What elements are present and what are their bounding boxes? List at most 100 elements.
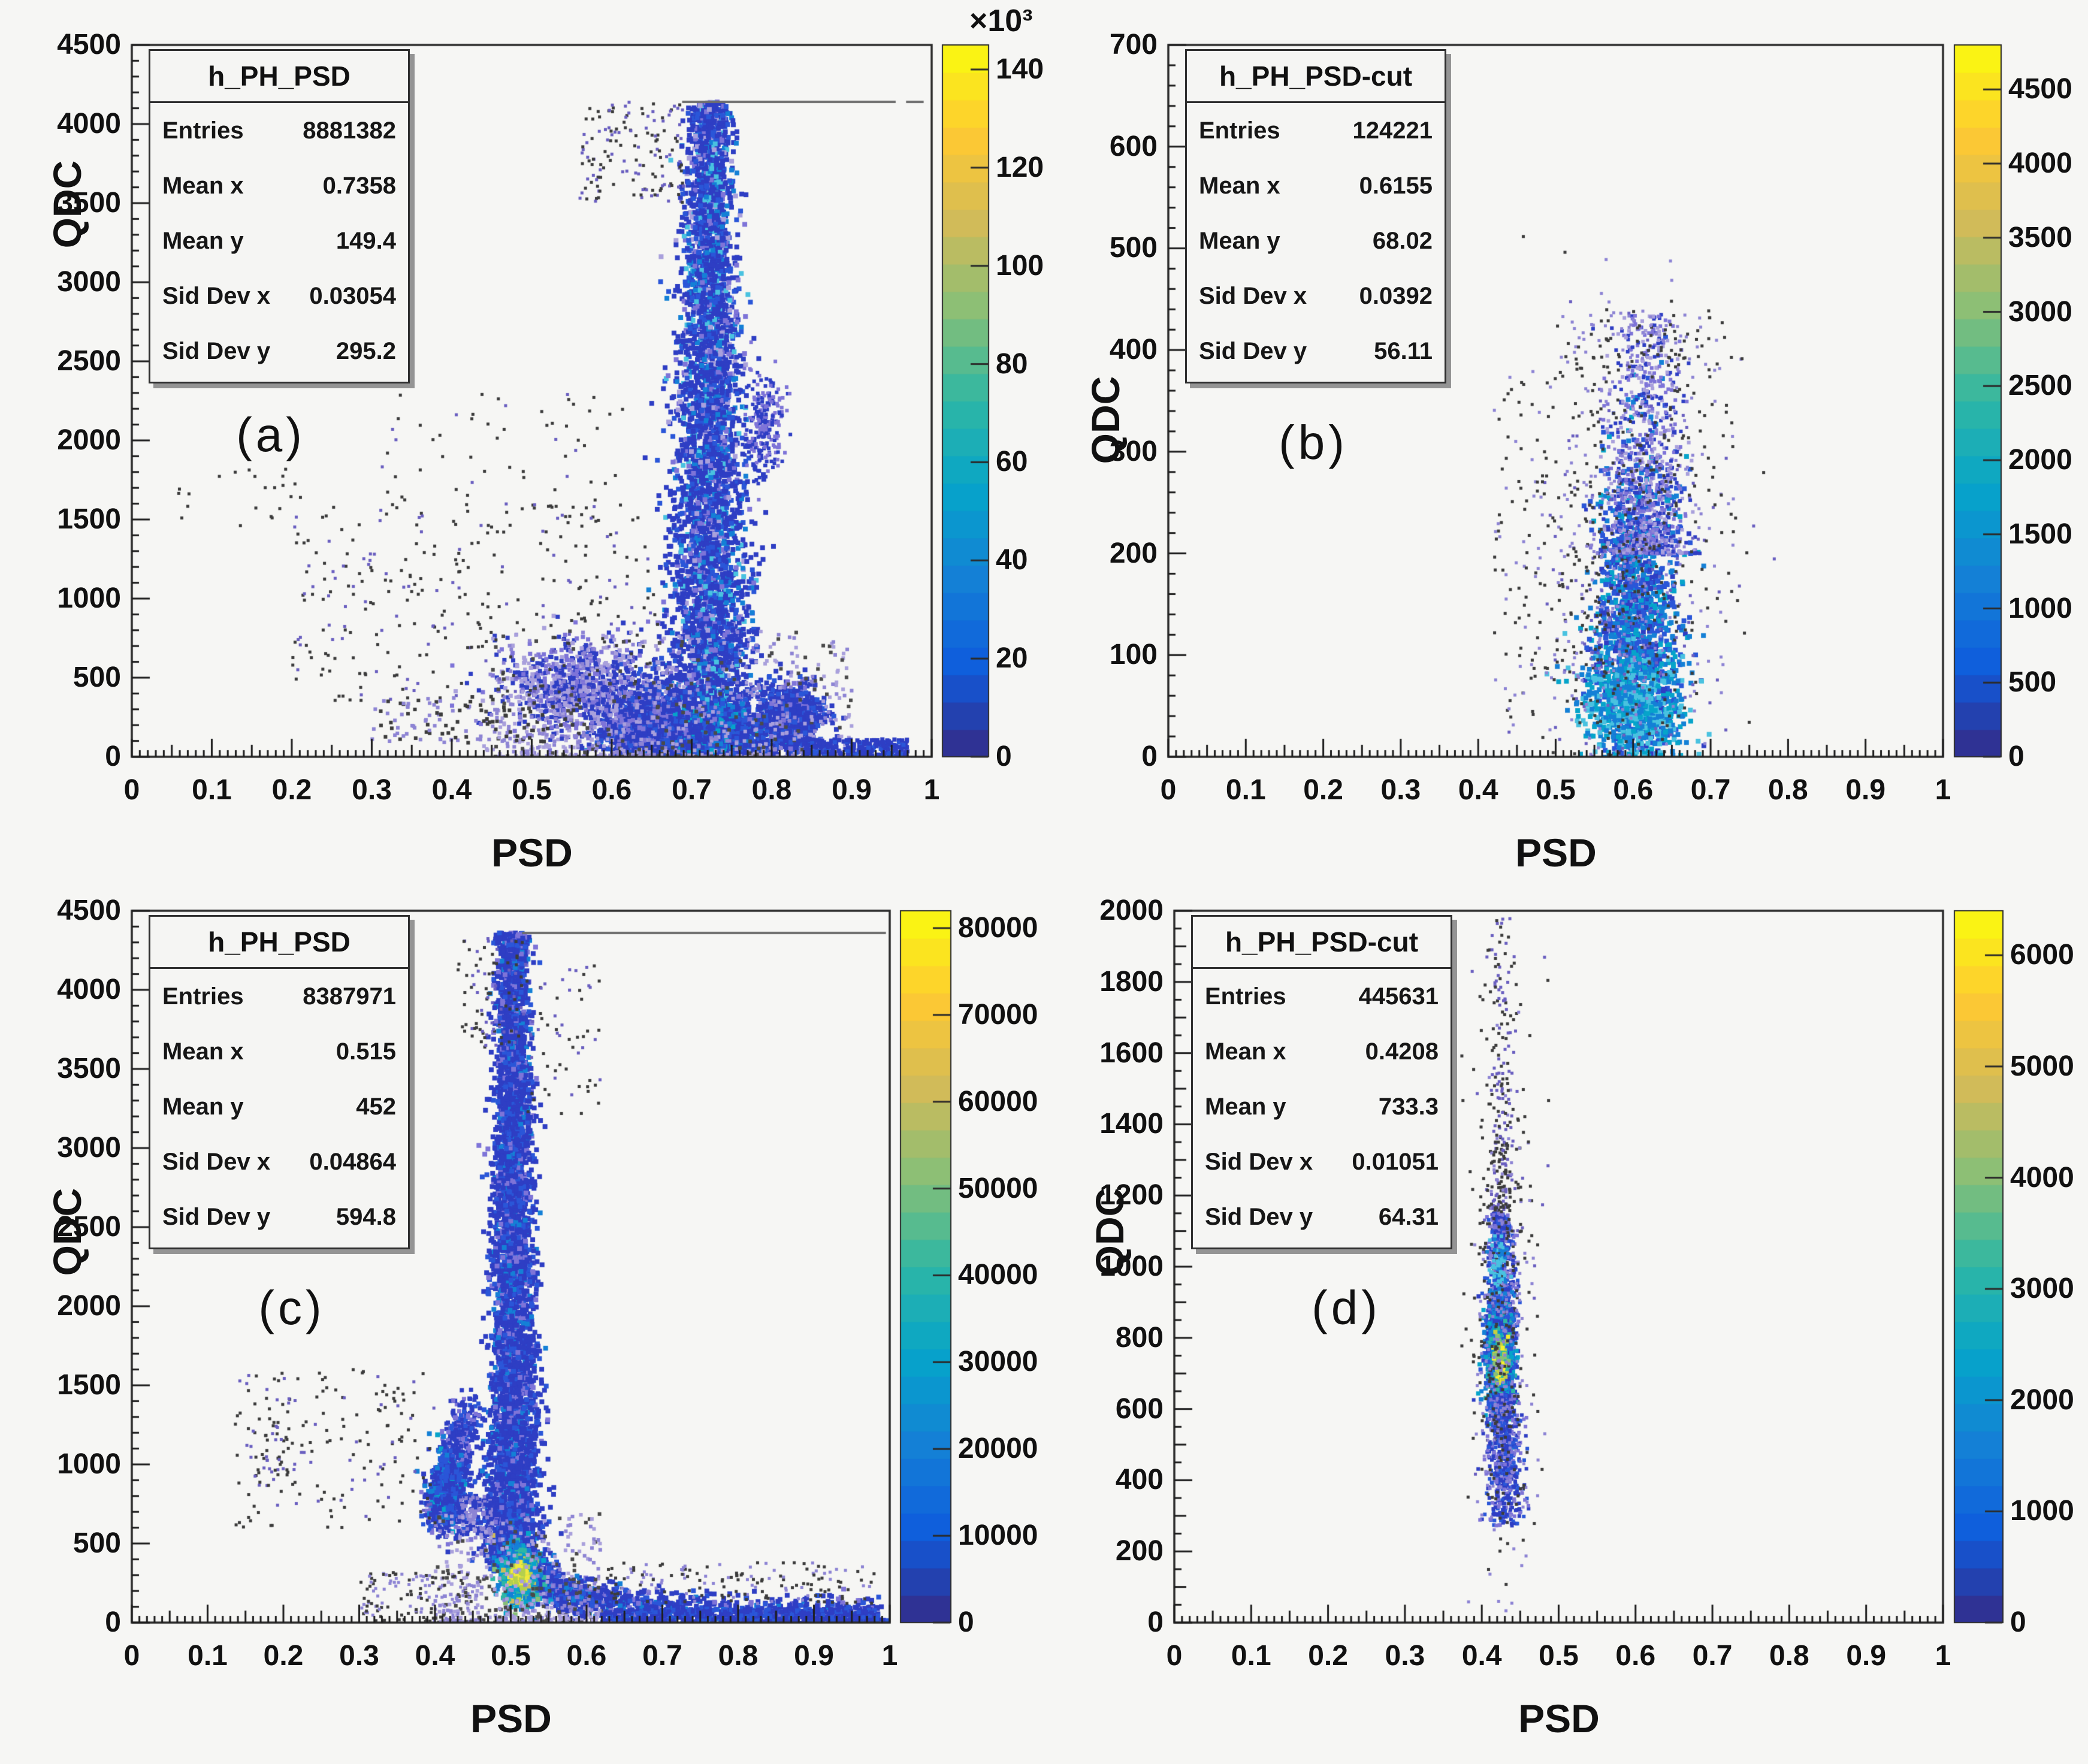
x-tick-label: 0.3 <box>339 1640 379 1672</box>
x-tick-label: 0.8 <box>1768 774 1808 806</box>
x-tick-label: 0.4 <box>431 774 472 806</box>
stat-label: Sid Dev x <box>1205 1148 1313 1175</box>
stats-row: Mean x 0.7358 <box>150 158 408 213</box>
x-tick-label: 0.5 <box>491 1640 531 1672</box>
colorbar-tick-label: 100 <box>996 249 1044 282</box>
stat-value: 0.6155 <box>1359 172 1433 199</box>
x-tick-label: 0.7 <box>1692 1640 1733 1672</box>
stats-row: Mean x 0.515 <box>150 1024 408 1079</box>
colorbar-tick-label: 5000 <box>2010 1050 2074 1082</box>
colorbar-tick-label: 0 <box>958 1606 974 1638</box>
y-tick-label: 1000 <box>57 1448 121 1480</box>
colorbar-tick-label: 40000 <box>958 1259 1038 1291</box>
y-tick-label: 2000 <box>57 424 121 456</box>
stat-label: Sid Dev y <box>1199 337 1307 364</box>
colorbar-tick-label: 40 <box>996 544 1028 576</box>
x-tick-label: 0 <box>123 774 140 806</box>
x-tick-label: 1 <box>881 1640 898 1672</box>
stat-value: 0.0392 <box>1359 282 1433 309</box>
x-tick-label: 0.1 <box>1231 1640 1271 1672</box>
colorbar-tick-label: 30000 <box>958 1346 1038 1378</box>
stat-value: 0.04864 <box>309 1148 396 1175</box>
colorbar-tick-label: 0 <box>2008 741 2024 772</box>
colorbar-tick-label: 1500 <box>2008 518 2072 550</box>
y-tick-label: 700 <box>1109 29 1158 61</box>
stat-value: 452 <box>356 1093 396 1120</box>
y-tick-label: 1500 <box>57 503 121 535</box>
stat-label: Mean x <box>1205 1038 1286 1065</box>
x-tick-label: 0 <box>123 1640 140 1672</box>
y-tick-label: 500 <box>72 662 121 693</box>
x-tick-label: 0.6 <box>566 1640 607 1672</box>
stats-row: Sid Dev y 56.11 <box>1187 324 1445 379</box>
y-tick-label: 1400 <box>1099 1108 1164 1140</box>
colorbar-tick-label: 10000 <box>958 1520 1038 1552</box>
stat-value: 124221 <box>1352 117 1433 144</box>
y-tick-label: 3500 <box>57 1053 121 1085</box>
y-tick-label: 0 <box>1141 741 1158 772</box>
y-tick-label: 2500 <box>57 1211 121 1243</box>
y-tick-label: 4500 <box>57 29 121 61</box>
y-tick-label: 2000 <box>57 1290 121 1322</box>
y-tick-label: 400 <box>1115 1464 1164 1496</box>
panel-letter-c: (c) <box>258 1281 325 1334</box>
stat-value: 0.7358 <box>322 172 396 199</box>
x-tick-label: 0.7 <box>672 774 712 806</box>
x-axis-title: PSD <box>1515 830 1597 875</box>
stats-title: h_PH_PSD <box>150 917 408 969</box>
stat-value: 0.515 <box>336 1038 396 1065</box>
x-tick-label: 0.1 <box>1225 774 1266 806</box>
y-tick-label: 1200 <box>1099 1179 1164 1212</box>
stats-row: Mean x 0.4208 <box>1193 1024 1451 1079</box>
stat-label: Mean y <box>162 227 244 254</box>
stat-label: Mean y <box>1199 227 1280 254</box>
x-tick-label: 0.6 <box>1615 1640 1656 1672</box>
stats-row: Sid Dev x 0.03054 <box>150 268 408 324</box>
x-tick-label: 0 <box>1166 1640 1183 1672</box>
stat-value: 0.01051 <box>1352 1148 1439 1175</box>
y-tick-label: 200 <box>1109 537 1158 569</box>
y-tick-label: 200 <box>1115 1535 1164 1567</box>
colorbar-tick-label: 4000 <box>2008 147 2072 179</box>
stat-label: Mean x <box>1199 172 1280 199</box>
stats-title: h_PH_PSD <box>150 51 408 103</box>
stat-label: Entries <box>1199 117 1280 144</box>
y-axis-title: QDC <box>45 1188 89 1276</box>
panel-letter-d: (d) <box>1312 1281 1381 1334</box>
stat-value: 56.11 <box>1374 337 1433 364</box>
stats-title: h_PH_PSD-cut <box>1187 51 1445 103</box>
colorbar-tick-label: 20 <box>996 642 1028 675</box>
y-tick-label: 400 <box>1109 334 1158 366</box>
stats-box-d: h_PH_PSD-cut Entries 445631 Mean x 0.4208 Mea… <box>1191 915 1452 1249</box>
x-tick-label: 1 <box>923 774 940 806</box>
y-tick-label: 800 <box>1115 1321 1164 1354</box>
colorbar-tick-label: 2000 <box>2008 444 2072 476</box>
x-tick-label: 0.9 <box>832 774 872 806</box>
y-tick-label: 0 <box>105 1606 121 1638</box>
y-tick-label: 1000 <box>1099 1250 1164 1282</box>
y-tick-label: 1500 <box>57 1369 121 1401</box>
x-tick-label: 0.6 <box>591 774 632 806</box>
colorbar-tick-label: 50000 <box>958 1172 1038 1204</box>
stats-row: Entries 445631 <box>1193 969 1451 1024</box>
x-tick-label: 0.3 <box>352 774 392 806</box>
stat-label: Sid Dev x <box>162 282 271 309</box>
y-tick-label: 4000 <box>57 974 121 1005</box>
y-axis-title: QDC <box>1083 376 1128 464</box>
colorbar-tick-label: 140 <box>996 53 1044 85</box>
stat-value: 8881382 <box>303 117 396 144</box>
stat-label: Mean y <box>162 1093 244 1120</box>
y-tick-label: 0 <box>1147 1606 1164 1638</box>
x-tick-label: 1 <box>1935 1640 1951 1672</box>
x-tick-label: 0.2 <box>1308 1640 1348 1672</box>
stat-label: Mean x <box>162 1038 244 1065</box>
colorbar-multiplier: ×10³ <box>969 4 1033 38</box>
y-tick-label: 100 <box>1109 639 1158 671</box>
colorbar-tick-label: 60000 <box>958 1085 1038 1117</box>
stat-label: Sid Dev x <box>162 1148 271 1175</box>
y-tick-label: 500 <box>72 1527 121 1559</box>
x-tick-label: 1 <box>1935 774 1951 806</box>
colorbar-tick-label: 4000 <box>2010 1161 2074 1194</box>
y-tick-label: 500 <box>1109 232 1158 264</box>
